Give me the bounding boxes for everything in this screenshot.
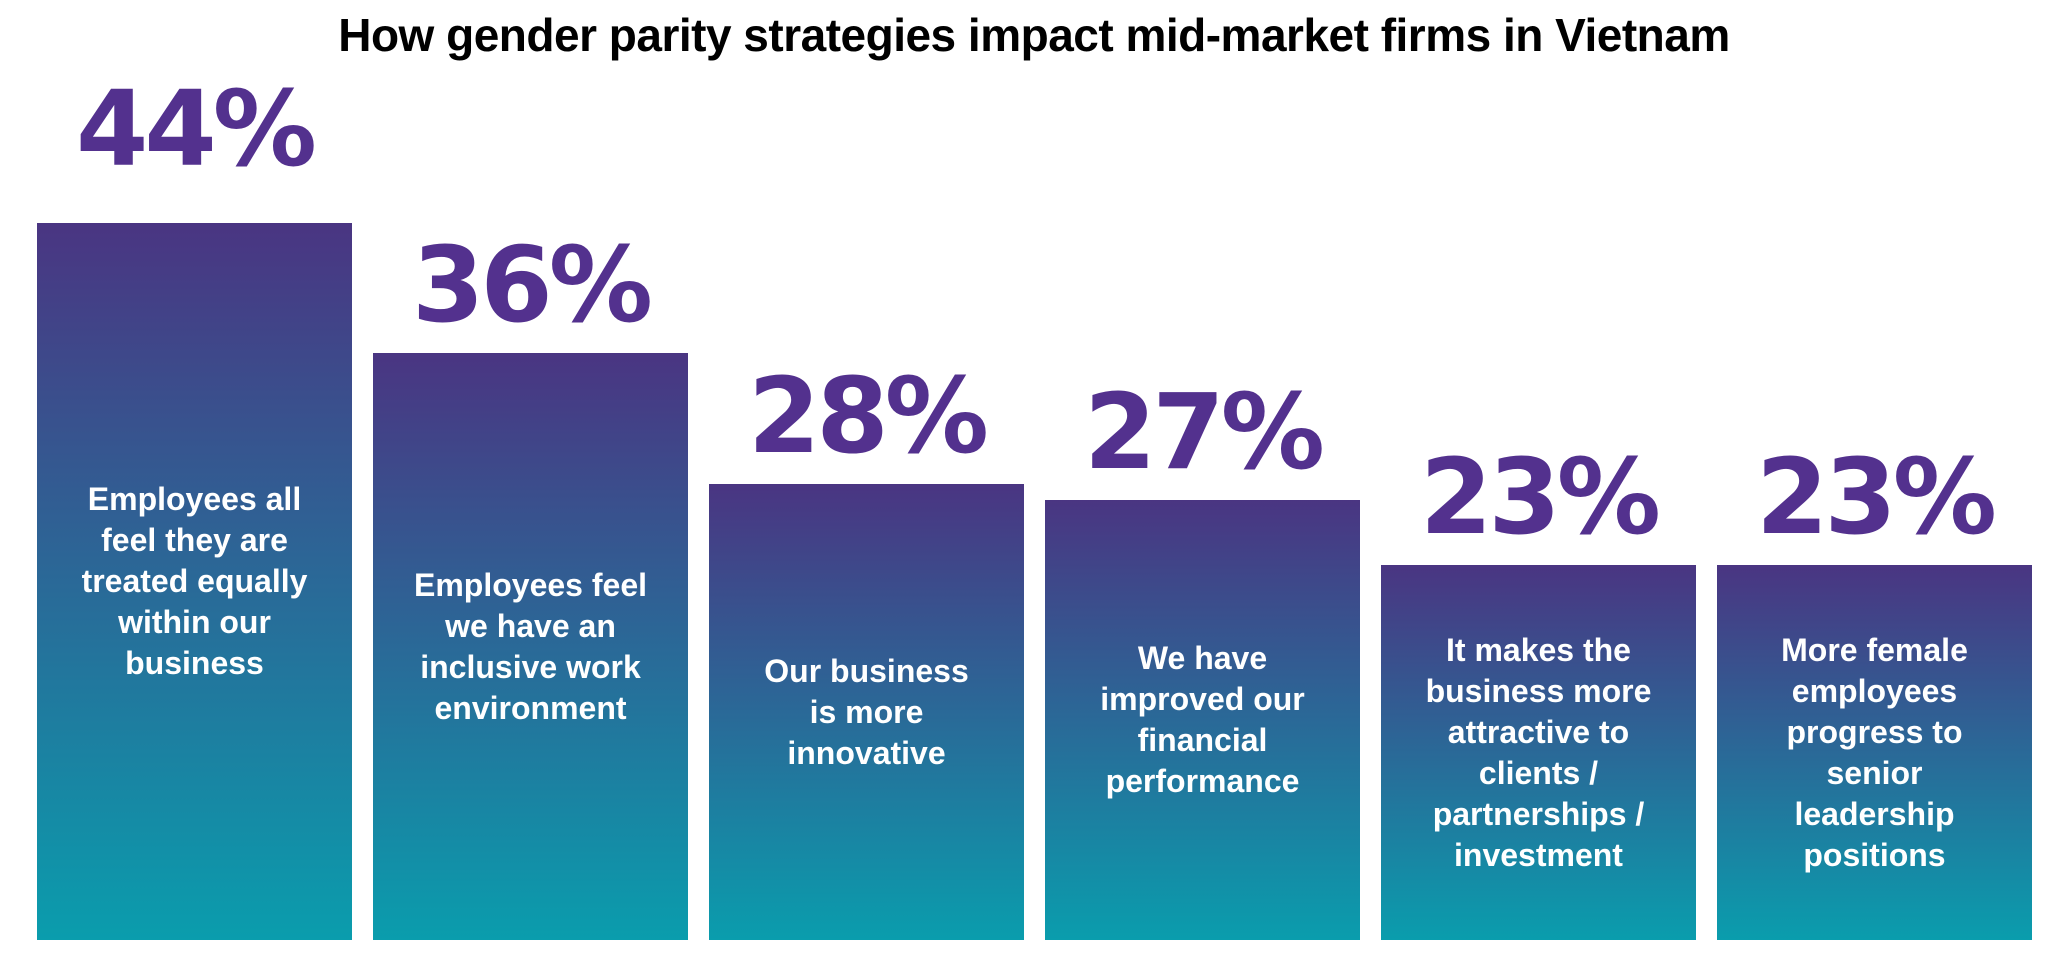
bar: Employees feel we have an inclusive work en… [373, 353, 688, 940]
bar-category-label-line: performance [1105, 763, 1300, 799]
bar-value-label: 28% [748, 355, 989, 477]
bar-category-label: Employees all feel they are treated equall… [76, 479, 314, 684]
bar-category-label-line: More female [1781, 631, 1968, 668]
bar-category-label-line: employees [1791, 672, 1958, 709]
bar: It makes the business more attractive to cl… [1381, 565, 1696, 940]
bar-category-label-line: clients / [1478, 754, 1599, 791]
bar-value-label: 44% [76, 68, 317, 190]
bar-category-label: It makes the business more attractive to cl… [1420, 630, 1658, 876]
bar-category-label-line: we have an [445, 607, 616, 644]
bar-category-label-line: environment [434, 689, 627, 726]
bar-column-2: 36% Employees feel we have an inclusive wor… [373, 233, 688, 940]
chart-title: How gender parity strategies impact mid-… [338, 9, 1730, 61]
bar-category-label-line: It makes the [1446, 631, 1631, 668]
bar-category-label-line: attractive to [1447, 713, 1630, 750]
bar-value-label: 27% [1084, 371, 1325, 493]
bar-category-label-line: investment [1454, 836, 1623, 873]
bar-category-label-line: leadership [1794, 795, 1955, 832]
bar-category-label-line: is more [809, 693, 924, 730]
bar-category-label-line: Employees feel [414, 566, 647, 603]
bar-value-label: 36% [412, 224, 653, 346]
bar-category-label: Employees feel we have an inclusive work en… [408, 565, 653, 729]
bar-column-1: 44% Employees all feel they are treated equ… [37, 77, 352, 940]
bar-category-label-line: positions [1803, 836, 1946, 873]
bar-category-label-line: improved our [1100, 681, 1305, 717]
bar: Our business is more innovative [709, 484, 1024, 940]
bar-category-label-line: Employees all [87, 481, 302, 517]
bar-category-label: More female employees progress to senior lea… [1775, 630, 1974, 876]
bar-column-6: 23% More female employees progress to senior… [1717, 445, 2032, 940]
bar-value-label: 23% [1420, 436, 1661, 558]
bar-category-label-line: within our [118, 604, 271, 640]
bar: Employees all feel they are treated equall… [37, 223, 352, 940]
bar-category-label-line: business more [1425, 672, 1652, 709]
bar-category-label-line: senior [1826, 754, 1923, 791]
bar-category-label-line: progress to [1786, 713, 1963, 750]
bar: More female employees progress to senior lea… [1717, 565, 2032, 940]
bar-category-label-line: business [125, 645, 264, 681]
bar-category-label-line: partnerships / [1432, 795, 1645, 832]
bar-category-label-line: We have [1137, 640, 1268, 676]
bar-category-label-line: financial [1137, 722, 1268, 758]
bar-category-label: We have improved our financial performance [1094, 638, 1310, 802]
bar-category-label-line: Our business [764, 652, 969, 689]
bar-category-label: Our business is more innovative [758, 651, 975, 774]
bars-row: 44% Employees all feel they are treated equ… [37, 77, 2032, 940]
bar-column-3: 28% Our business is more innovative [709, 364, 1024, 940]
bar-category-label-line: treated equally [81, 563, 308, 599]
bar-category-label-line: inclusive work [420, 648, 641, 685]
bar-column-5: 23% It makes the business more attractive t… [1381, 445, 1696, 940]
bar-category-label-line: feel they are [101, 522, 288, 558]
bar-column-4: 27% We have improved our financial performan… [1045, 380, 1360, 940]
bar-category-label-line: innovative [787, 734, 946, 771]
bar-value-label: 23% [1756, 436, 1997, 558]
bar: We have improved our financial performance [1045, 500, 1360, 940]
